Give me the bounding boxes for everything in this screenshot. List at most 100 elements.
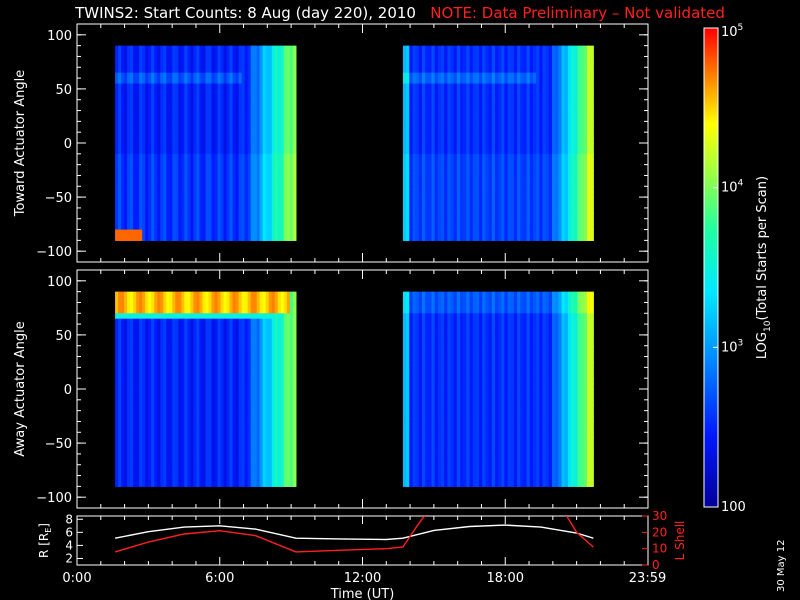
heatmap-cell [118,340,122,347]
heatmap-cell [434,148,439,155]
heatmap-cell [151,153,155,160]
heatmap-cell [552,45,556,52]
heatmap-cell [133,448,137,455]
heatmap-cell [466,175,471,182]
heatmap-cell [437,110,442,117]
heatmap-cell [130,329,134,336]
heatmap-cell [124,186,128,193]
heatmap-cell [256,105,261,112]
heatmap-cell [488,213,493,220]
heatmap-cell [118,121,122,128]
heatmap-cell [142,153,146,160]
heatmap-cell [545,170,550,177]
heatmap-cell [172,56,176,63]
heatmap-cell [124,143,128,150]
heatmap-cell [286,224,291,231]
heatmap-cell [154,197,158,204]
heatmap-cell [214,132,219,139]
heatmap-cell [127,291,131,298]
heatmap-cell [124,61,128,68]
heatmap-cell [262,197,267,204]
heatmap-cell [513,218,518,225]
heatmap-cell [133,88,137,95]
heatmap-cell [136,213,140,220]
heatmap-cell [406,83,410,90]
heatmap-cell [220,159,225,166]
heatmap-cell [160,121,164,128]
heatmap-cell [421,115,426,122]
heatmap-cell [533,148,537,155]
heatmap-cell [142,99,146,106]
heatmap-cell [247,202,252,209]
heatmap-cell [545,207,550,214]
heatmap-cell [127,132,131,139]
heatmap-cell [259,121,264,128]
heatmap-cell [431,234,436,241]
heatmap-cell [115,340,119,347]
heatmap-cell [513,213,518,220]
heatmap-cell [567,94,572,101]
heatmap-cell [479,115,483,122]
heatmap-cell [184,45,188,52]
heatmap-cell [488,67,493,74]
heatmap-cell [217,207,222,214]
heatmap-cell [517,88,521,95]
heatmap-cell [199,51,204,58]
heatmap-cell [244,218,249,225]
heatmap-cell [402,164,407,171]
heatmap-cell [127,378,131,385]
heatmap-cell [406,197,410,204]
heatmap-cell [124,453,128,460]
heatmap-cell [136,443,140,450]
heatmap-cell [133,356,137,363]
heatmap-cell [220,61,225,68]
heatmap-cell [190,121,195,128]
heatmap-cell [157,94,161,101]
heatmap-cell [148,334,152,341]
heatmap-cell [133,180,137,187]
heatmap-cell [139,448,143,455]
heatmap-cell [187,197,191,204]
heatmap-cell [127,207,131,214]
heatmap-cell [472,234,477,241]
heatmap-cell [466,148,471,155]
heatmap-cell [157,78,161,85]
heatmap-cell [127,389,131,396]
heatmap-cell [115,132,119,139]
heatmap-cell [166,137,170,144]
heatmap-cell [154,372,158,379]
heatmap-cell [214,191,219,198]
heatmap-cell [118,372,122,379]
heatmap-cell [268,51,273,58]
heatmap-cell [130,159,134,166]
heatmap-cell [160,351,164,358]
heatmap-cell [580,213,585,220]
heatmap-cell [431,164,436,171]
heatmap-cell [145,302,149,309]
heatmap-cell [415,105,420,112]
heatmap-cell [289,175,294,182]
heatmap-cell [280,224,285,231]
heatmap-cell [253,207,258,214]
heatmap-cell [217,213,222,220]
heatmap-cell [160,67,164,74]
heatmap-cell [271,197,276,204]
heatmap-cell [199,67,204,74]
heatmap-cell [148,170,152,177]
heatmap-cell [564,78,569,85]
heatmap-cell [501,218,506,225]
heatmap-cell [501,105,506,112]
heatmap-cell [181,110,185,117]
heatmap-cell [286,175,291,182]
heatmap-cell [124,153,128,160]
heatmap-cell [441,207,445,214]
heatmap-cell [160,356,164,363]
heatmap-cell [124,318,128,325]
heatmap-cell [142,115,146,122]
heatmap-cell [498,99,502,106]
heatmap-cell [229,191,234,198]
heatmap-cell [517,83,521,90]
heatmap-cell [190,234,195,241]
heatmap-cell [169,180,173,187]
heatmap-cell [262,213,267,220]
